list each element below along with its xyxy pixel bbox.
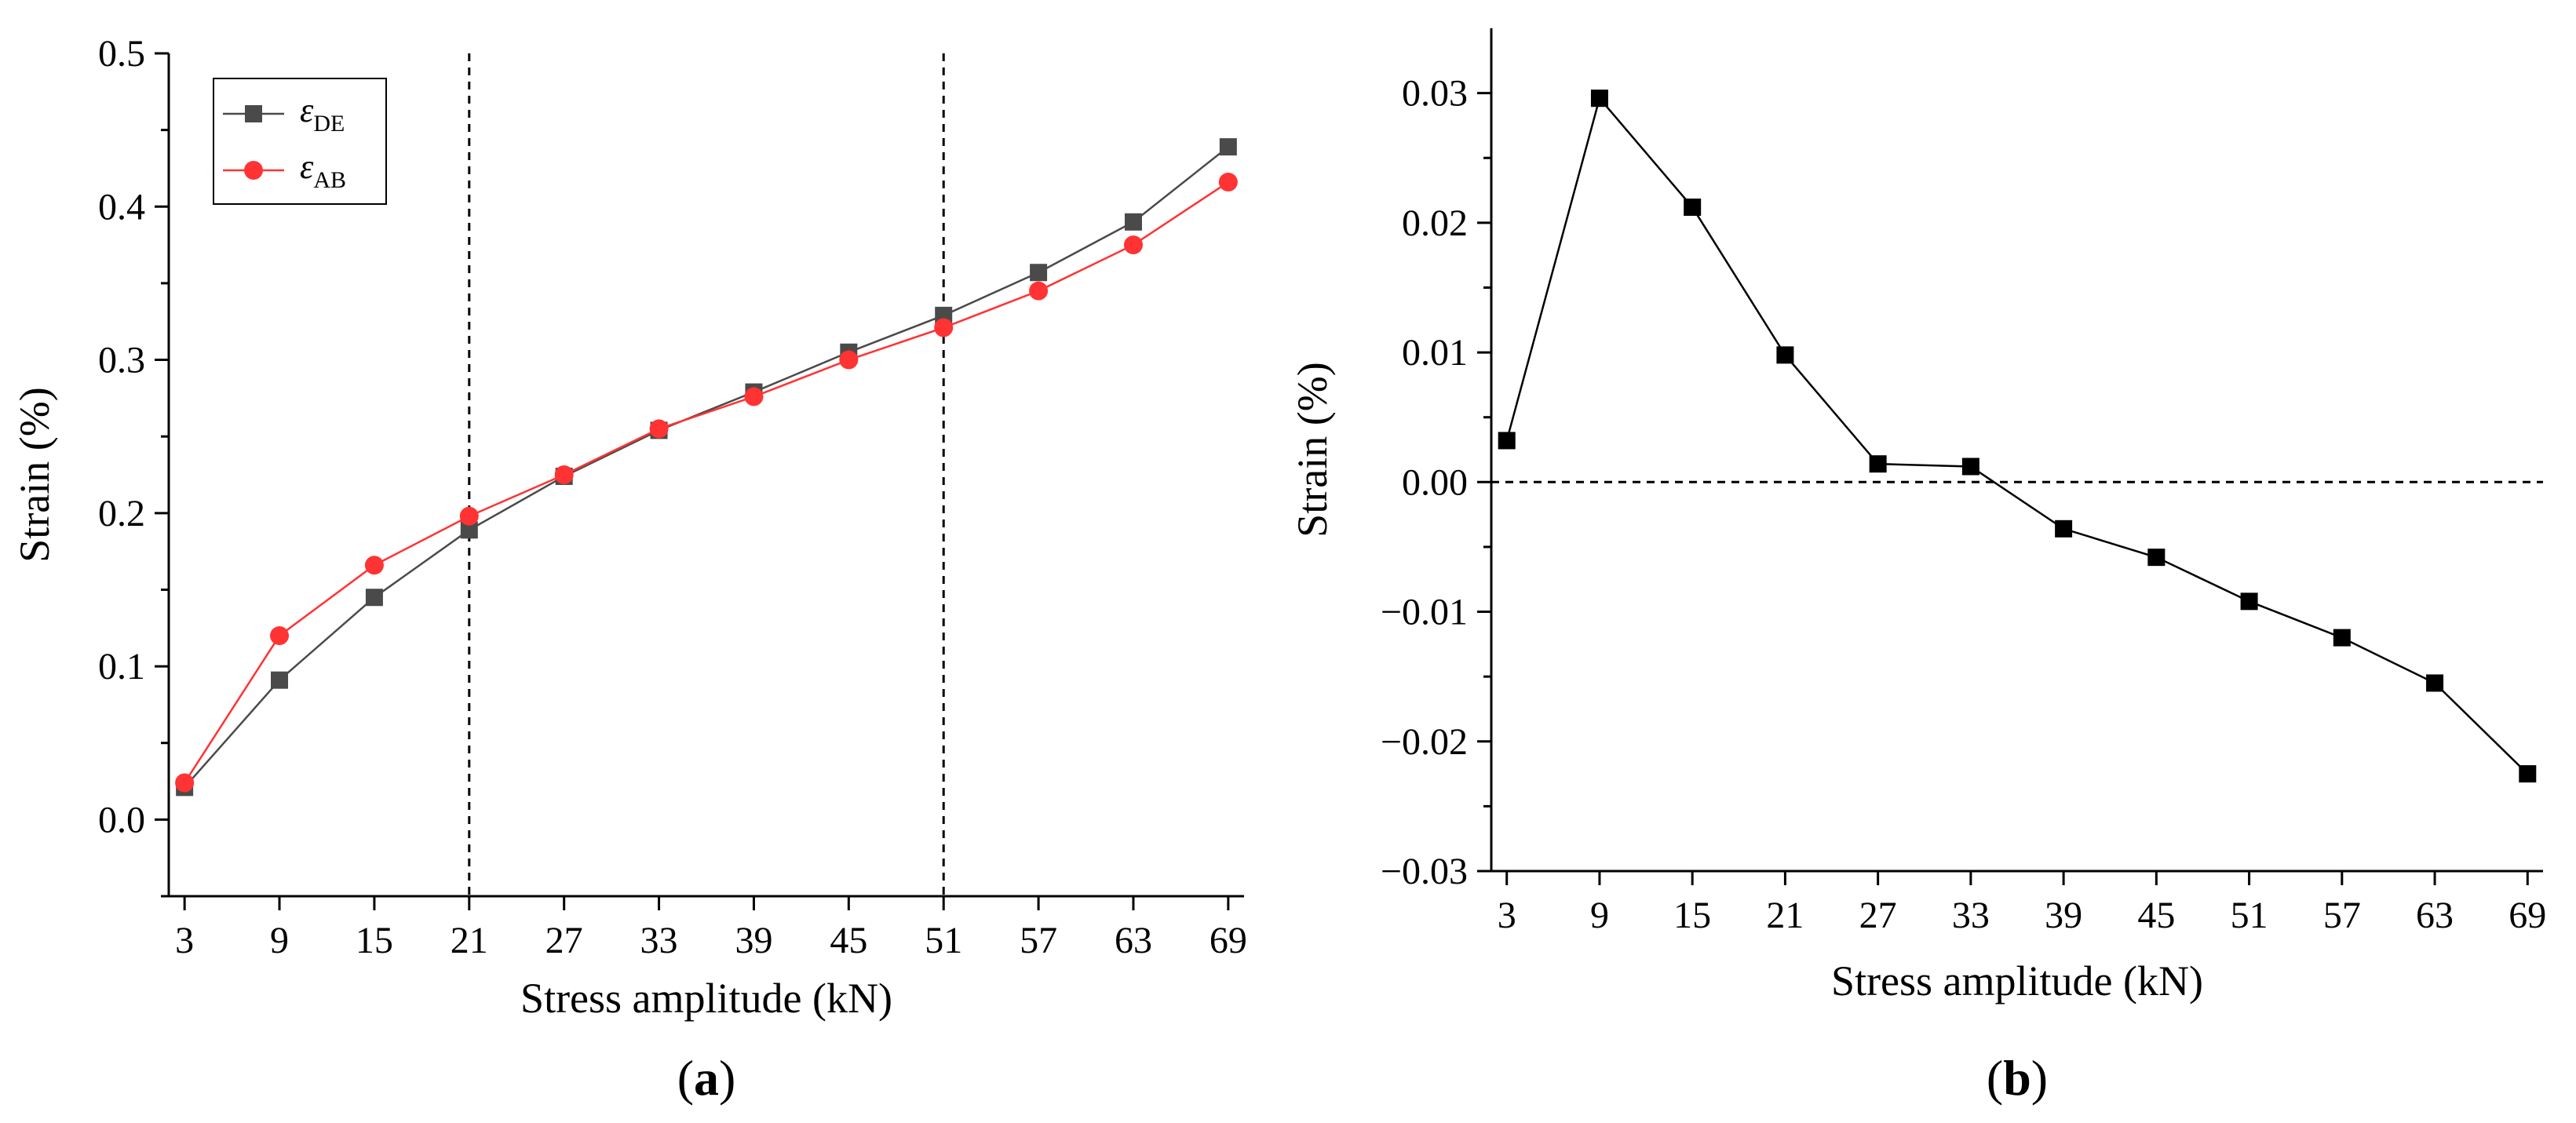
y-tick-label: 0.3	[98, 340, 145, 381]
legend-marker-1	[244, 161, 263, 180]
x-tick-label: 27	[545, 920, 583, 961]
x-tick-label: 51	[2231, 895, 2268, 936]
data-point	[2333, 629, 2351, 647]
data-point	[1218, 173, 1238, 192]
x-tick-label: 69	[2508, 895, 2546, 936]
x-tick-label: 21	[1766, 895, 1804, 936]
y-tick-label: −0.03	[1381, 851, 1468, 892]
data-point	[1590, 89, 1608, 108]
x-tick-label: 33	[640, 920, 678, 961]
legend-box	[213, 78, 387, 205]
x-tick-label: 45	[830, 920, 867, 961]
x-tick-label: 15	[356, 920, 393, 961]
data-point	[1123, 235, 1143, 255]
x-axis-title: Stress amplitude (kN)	[1831, 957, 2203, 1005]
y-tick-label: 0.2	[98, 493, 145, 534]
panel-label: (a)	[677, 1050, 736, 1106]
y-tick-label: 0.02	[1402, 202, 1468, 244]
x-axis-title: Stress amplitude (kN)	[520, 975, 892, 1022]
x-tick-label: 39	[2045, 895, 2082, 936]
x-tick-label: 21	[451, 920, 488, 961]
data-point	[460, 521, 478, 539]
y-tick-label: 0.01	[1402, 332, 1468, 374]
data-point	[271, 671, 289, 689]
data-point	[364, 556, 384, 575]
y-axis-title: Strain (%)	[1289, 362, 1336, 537]
series-line-0	[184, 146, 1229, 789]
data-point	[365, 589, 383, 607]
data-point	[649, 419, 669, 439]
data-point	[1869, 455, 1887, 473]
data-point	[2055, 520, 2073, 538]
data-point	[1961, 458, 1979, 476]
panel-label: (b)	[1987, 1050, 2048, 1106]
data-point	[1684, 199, 1702, 217]
y-tick-label: 0.0	[98, 799, 145, 840]
data-point	[1219, 138, 1237, 156]
data-point	[554, 465, 574, 484]
legend-marker-0	[245, 105, 262, 122]
chart-panel-a: 0.00.10.20.30.40.53 9 15 21 27 33 39 45 51 57 63 69…	[11, 33, 1247, 1106]
x-tick-label: 3	[1498, 895, 1516, 936]
y-tick-label: −0.02	[1381, 721, 1468, 763]
x-tick-label: 15	[1673, 895, 1711, 936]
y-tick-label: 0.00	[1402, 461, 1468, 503]
data-point	[1498, 432, 1516, 450]
x-tick-label: 45	[2137, 895, 2175, 936]
data-point	[1776, 346, 1794, 364]
series-line-0	[1505, 96, 2529, 775]
data-point	[270, 626, 290, 646]
x-tick-label: 39	[735, 920, 772, 961]
data-point	[459, 506, 479, 526]
x-tick-label: 9	[1590, 895, 1609, 936]
series-line-1	[184, 180, 1229, 784]
data-point	[2426, 674, 2444, 692]
x-tick-label: 33	[1952, 895, 1990, 936]
legend-label-1: εAB	[300, 148, 346, 193]
x-tick-label: 63	[2416, 895, 2454, 936]
y-tick-label: −0.01	[1381, 592, 1468, 633]
x-tick-label: 57	[1020, 920, 1057, 961]
data-point	[1029, 281, 1049, 301]
legend-label-0: εDE	[300, 91, 345, 137]
data-point	[175, 773, 195, 793]
y-axis-title: Strain (%)	[11, 387, 58, 562]
x-tick-label: 27	[1859, 895, 1897, 936]
data-point	[934, 318, 954, 337]
data-point	[2240, 592, 2258, 611]
y-tick-label: 0.03	[1402, 73, 1468, 115]
x-tick-label: 3	[175, 920, 194, 961]
data-point	[1124, 213, 1142, 231]
data-point	[2147, 549, 2166, 567]
y-tick-label: 0.4	[98, 186, 145, 228]
x-tick-label: 51	[925, 920, 962, 961]
data-point	[2519, 765, 2537, 783]
y-tick-label: 0.5	[98, 33, 145, 75]
x-tick-label: 69	[1210, 920, 1247, 961]
x-tick-label: 63	[1115, 920, 1152, 961]
x-tick-label: 57	[2323, 895, 2361, 936]
x-tick-label: 9	[270, 920, 289, 961]
data-point	[1030, 264, 1048, 282]
data-point	[744, 387, 764, 407]
data-point	[839, 350, 859, 370]
y-tick-label: 0.1	[98, 646, 145, 687]
chart-panel-b: −0.03−0.02−0.010.000.010.020.033 9 15 21 27 3…	[1289, 28, 2546, 1106]
